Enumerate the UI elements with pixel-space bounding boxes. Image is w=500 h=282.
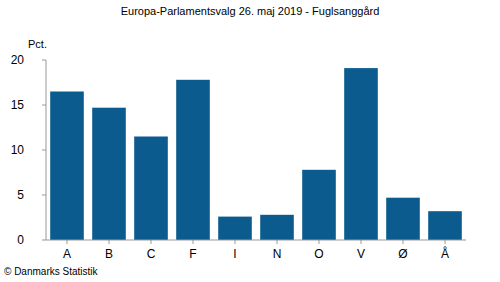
- chart-root: Europa-Parlamentsvalg 26. maj 2019 - Fug…: [0, 0, 500, 282]
- y-axis-label: Pct.: [28, 38, 47, 50]
- x-tick-label: F: [189, 247, 196, 261]
- x-tick: [109, 240, 110, 244]
- x-tick-label: A: [63, 247, 71, 261]
- x-tick-label: B: [105, 247, 113, 261]
- x-tick: [67, 240, 68, 244]
- bar: [302, 170, 336, 240]
- y-tick: [42, 60, 46, 61]
- x-tick-label: Å: [441, 246, 449, 261]
- y-tick: [42, 195, 46, 196]
- x-tick-label: C: [147, 247, 156, 261]
- y-tick-label: 10: [11, 143, 25, 157]
- bar: [92, 108, 126, 240]
- bar: [428, 211, 462, 240]
- chart: Europa-Parlamentsvalg 26. maj 2019 - Fug…: [0, 0, 500, 282]
- y-tick-label: 5: [17, 188, 24, 202]
- y-tick-label: 20: [11, 53, 25, 67]
- y-tick-label: 15: [11, 98, 25, 112]
- y-tick: [42, 150, 46, 151]
- x-tick-label: I: [233, 247, 236, 261]
- y-tick: [42, 105, 46, 106]
- x-tick: [235, 240, 236, 244]
- x-tick: [277, 240, 278, 244]
- x-tick-label: O: [314, 247, 323, 261]
- x-tick: [403, 240, 404, 244]
- bar: [134, 137, 168, 241]
- title: Europa-Parlamentsvalg 26. maj 2019 - Fug…: [121, 5, 380, 17]
- y-tick: [42, 240, 46, 241]
- x-tick: [151, 240, 152, 244]
- x-tick-label: V: [357, 247, 365, 261]
- x-tick: [361, 240, 362, 244]
- bar: [344, 68, 378, 240]
- y-tick-label: 0: [17, 233, 24, 247]
- x-tick: [445, 240, 446, 244]
- bar: [386, 198, 420, 240]
- bar: [260, 215, 294, 240]
- bars: [50, 68, 462, 240]
- bar: [176, 80, 210, 240]
- bar: [50, 92, 84, 241]
- bar: [218, 217, 252, 240]
- x-tick-label: N: [273, 247, 282, 261]
- source: © Danmarks Statistik: [4, 266, 99, 277]
- x-tick: [319, 240, 320, 244]
- x-tick-label: Ø: [398, 247, 407, 261]
- x-tick: [193, 240, 194, 244]
